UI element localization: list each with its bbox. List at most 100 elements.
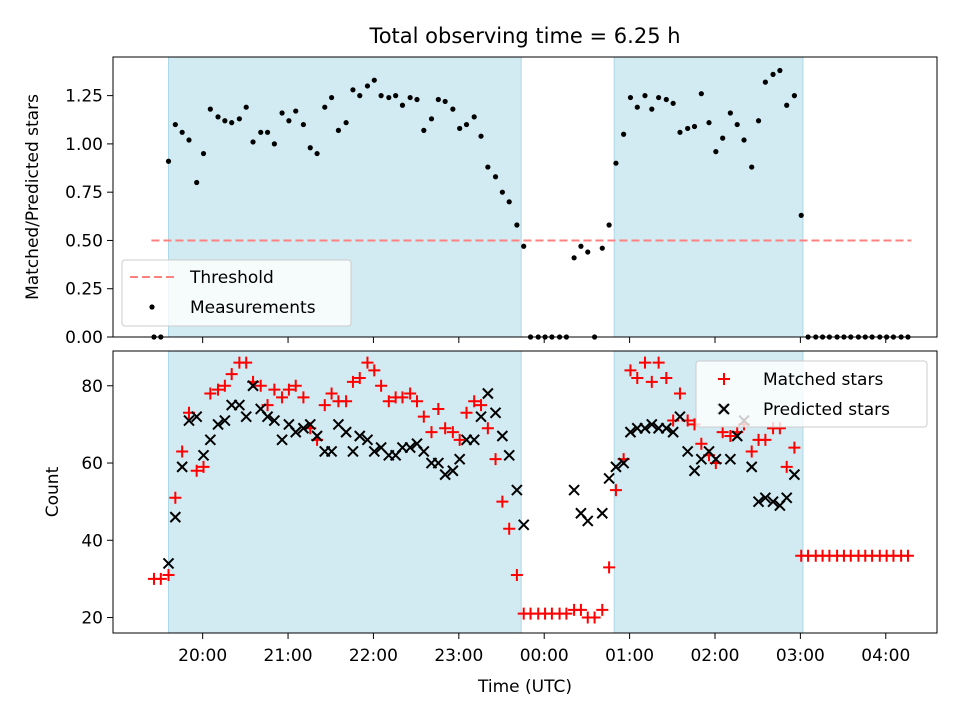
matched-star-point bbox=[724, 429, 737, 442]
measurement-point bbox=[371, 77, 377, 83]
matched-star-point bbox=[254, 379, 267, 392]
y-tick-label: 40 bbox=[81, 531, 103, 551]
measurement-point bbox=[322, 104, 328, 110]
predicted-star-point bbox=[639, 422, 651, 434]
predicted-star-point bbox=[190, 410, 203, 423]
matched-star-point bbox=[240, 356, 253, 369]
predicted-star-point bbox=[261, 410, 274, 423]
measurement-point bbox=[435, 96, 441, 103]
matched-star-point bbox=[475, 399, 488, 412]
chart-title: Total observing time = 6.25 h bbox=[368, 24, 680, 48]
predicted-star-point bbox=[468, 434, 480, 446]
predicted-star-point bbox=[731, 430, 743, 442]
predicted-star-point bbox=[511, 484, 523, 496]
predicted-star-point bbox=[767, 495, 779, 508]
predicted-star-point bbox=[781, 492, 793, 504]
matched-star-point bbox=[695, 437, 708, 450]
matched-star-point bbox=[624, 364, 637, 377]
x-tick-label: 23:00 bbox=[434, 646, 483, 666]
measurement-point bbox=[328, 94, 335, 101]
predicted-star-point bbox=[447, 465, 459, 477]
bottom-legend: Matched stars Predicted stars bbox=[695, 360, 928, 428]
matched-star-point bbox=[574, 603, 587, 616]
measurement-point bbox=[421, 127, 427, 133]
predicted-star-point bbox=[354, 430, 366, 442]
top-legend-box bbox=[121, 259, 352, 327]
matched-star-point bbox=[190, 464, 203, 477]
y-tick-label: 0.50 bbox=[65, 231, 103, 251]
matched-star-point bbox=[375, 379, 388, 392]
matched-star-point bbox=[318, 399, 331, 412]
legend-matched-label: Matched stars bbox=[763, 370, 883, 390]
measurement-point bbox=[414, 96, 420, 103]
measurement-point bbox=[685, 125, 691, 132]
measurement-point bbox=[621, 131, 627, 137]
measurement-point bbox=[386, 94, 392, 101]
matched-star-point bbox=[268, 383, 281, 396]
measurement-point bbox=[207, 106, 213, 112]
matched-star-point bbox=[588, 611, 601, 624]
legend-measurements-swatch bbox=[149, 304, 155, 310]
measurement-point bbox=[243, 104, 249, 110]
measurement-point bbox=[343, 120, 349, 126]
predicted-star-point bbox=[759, 492, 772, 504]
bottom-x-ticks: 20:00 21:00 22:00 23:00 00:00 01:00 02:00 03:00… bbox=[178, 633, 910, 666]
matched-star-point bbox=[631, 372, 644, 385]
matched-star-point bbox=[404, 387, 417, 400]
matched-star-point bbox=[673, 387, 686, 400]
measurement-point bbox=[172, 121, 178, 128]
legend-predicted-label: Predicted stars bbox=[763, 400, 890, 420]
measurement-point bbox=[463, 121, 470, 128]
measurement-point bbox=[215, 114, 221, 120]
measurement-point bbox=[734, 121, 740, 128]
measurement-point bbox=[393, 93, 399, 99]
matched-star-point bbox=[489, 453, 502, 466]
measurement-point bbox=[784, 102, 790, 108]
measurement-point bbox=[677, 129, 683, 135]
matched-star-point bbox=[289, 379, 302, 392]
measurement-point bbox=[286, 118, 292, 124]
measurement-point bbox=[663, 96, 669, 103]
matched-star-point bbox=[382, 395, 395, 408]
measurement-point bbox=[186, 137, 192, 143]
measurement-point bbox=[179, 129, 185, 135]
x-tick-label: 02:00 bbox=[690, 646, 739, 666]
observing-window-1 bbox=[168, 350, 522, 634]
predicted-star-point bbox=[688, 465, 701, 477]
matched-star-point bbox=[510, 569, 523, 582]
y-tick-label: 1.00 bbox=[65, 135, 103, 155]
measurement-point bbox=[791, 93, 798, 99]
measurement-point bbox=[606, 222, 612, 228]
measurement-point bbox=[691, 123, 698, 130]
measurement-point bbox=[478, 133, 484, 139]
measurement-point bbox=[194, 179, 200, 186]
predicted-star-point bbox=[596, 507, 608, 519]
bottom-panel: 20 40 60 80 20:00 21:00 22:00 23:00 00:00 01:00 0… bbox=[43, 350, 938, 697]
matched-star-point bbox=[645, 375, 658, 388]
matched-star-point bbox=[716, 426, 729, 439]
y-tick-label: 0.00 bbox=[65, 328, 103, 348]
measurement-point bbox=[698, 91, 704, 97]
measurement-point bbox=[250, 139, 256, 145]
measurement-point bbox=[492, 174, 499, 180]
measurement-point bbox=[236, 116, 242, 122]
measurement-point bbox=[471, 114, 477, 120]
predicted-star-point bbox=[646, 418, 658, 431]
matched-star-point bbox=[162, 569, 175, 582]
measurement-point bbox=[457, 125, 463, 132]
measurement-point bbox=[442, 98, 448, 105]
measurement-point bbox=[713, 149, 719, 155]
bottom-y-axis-label: Count bbox=[43, 466, 63, 517]
measurement-point bbox=[357, 93, 363, 99]
measurement-point bbox=[755, 118, 762, 124]
measurement-point bbox=[727, 110, 733, 116]
predicted-star-point bbox=[361, 434, 374, 446]
measurement-point bbox=[229, 120, 235, 126]
x-tick-label: 04:00 bbox=[861, 646, 910, 666]
y-tick-label: 20 bbox=[81, 609, 103, 629]
measurement-point bbox=[585, 249, 591, 255]
predicted-star-point bbox=[297, 422, 310, 434]
measurement-point bbox=[293, 108, 299, 114]
measurement-point bbox=[749, 164, 755, 170]
top-x-ticks bbox=[202, 337, 887, 343]
